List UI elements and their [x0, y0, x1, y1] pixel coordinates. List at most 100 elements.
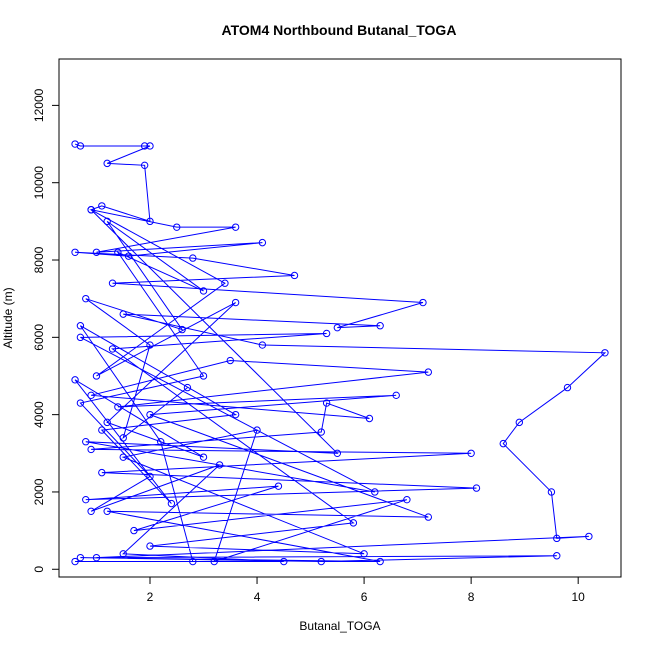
x-tick-label: 8 — [468, 590, 475, 604]
data-point — [199, 287, 208, 295]
data-point — [472, 484, 481, 492]
data-point — [290, 271, 299, 280]
data-point — [71, 376, 79, 384]
y-axis-label: Altitude (m) — [1, 287, 15, 348]
data-point — [119, 310, 127, 318]
data-point — [376, 322, 384, 330]
data-point — [365, 414, 374, 423]
data-point — [76, 142, 85, 150]
data-point — [114, 248, 122, 256]
data-point — [87, 507, 95, 515]
data-point — [210, 557, 218, 566]
data-point — [98, 202, 106, 210]
data-point — [98, 468, 106, 477]
data-point — [146, 142, 154, 150]
data-point — [146, 410, 154, 419]
data-point — [231, 410, 240, 419]
data-point — [231, 298, 240, 307]
data-point — [87, 206, 95, 214]
data-point — [146, 542, 154, 550]
y-tick-label: 12000 — [32, 88, 46, 122]
data-point — [360, 550, 368, 558]
data-point — [499, 439, 507, 448]
y-tick-label: 0 — [32, 566, 46, 573]
data-point — [253, 426, 261, 434]
data-point — [553, 534, 561, 543]
data-point — [585, 532, 593, 541]
data-point — [76, 399, 85, 407]
data-point — [231, 223, 240, 231]
data-point — [199, 453, 208, 461]
data-point — [76, 553, 85, 562]
data-point — [82, 438, 90, 446]
y-tick-label: 4000 — [32, 401, 46, 428]
data-point — [146, 341, 154, 349]
data-point — [376, 557, 384, 566]
data-point — [317, 557, 325, 566]
chart-title: ATOM4 Northbound Butanal_TOGA — [222, 22, 457, 38]
x-axis: 2 4 6 8 10 — [147, 576, 585, 604]
data-point — [226, 356, 234, 365]
data-point — [87, 391, 95, 400]
series-line — [74, 143, 607, 563]
data-point — [108, 279, 117, 287]
data-point — [140, 161, 149, 170]
data-point — [82, 294, 90, 303]
data-point — [221, 279, 229, 287]
data-point — [156, 438, 165, 446]
y-tick-label: 10000 — [32, 166, 46, 200]
data-point — [333, 323, 342, 332]
data-point — [424, 513, 433, 521]
data-point — [119, 550, 127, 558]
data-point — [403, 495, 411, 504]
data-point — [189, 254, 197, 262]
data-point — [103, 507, 111, 515]
data-point — [424, 368, 433, 376]
data-point — [98, 426, 106, 434]
data-point — [258, 341, 267, 349]
data-point — [71, 557, 79, 566]
data-point — [119, 434, 127, 442]
data-point — [146, 217, 154, 226]
data-point — [103, 217, 111, 226]
data-point — [183, 383, 192, 392]
data-point — [103, 159, 111, 168]
data-point — [103, 418, 111, 427]
data-point — [130, 526, 138, 535]
data-point — [108, 345, 117, 353]
plot-frame — [58, 58, 622, 578]
y-tick-label: 8000 — [32, 246, 46, 273]
data-point — [76, 333, 85, 342]
data-point — [274, 482, 283, 490]
data-point — [173, 223, 181, 231]
data-point — [258, 238, 267, 247]
data-point — [419, 298, 427, 307]
x-axis-label: Butanal_TOGA — [299, 619, 380, 633]
data-point — [92, 553, 101, 562]
data-point — [215, 461, 224, 469]
data-point — [547, 488, 556, 496]
x-tick-label: 4 — [254, 590, 261, 604]
data-point — [515, 418, 524, 427]
data-point — [140, 142, 149, 150]
data-point — [119, 453, 127, 461]
data-point — [317, 428, 325, 436]
y-tick-label: 6000 — [32, 324, 46, 351]
data-point — [322, 329, 331, 338]
data-point — [124, 252, 133, 260]
data-point — [601, 349, 609, 357]
data-point — [333, 449, 342, 457]
data-point — [553, 552, 561, 560]
data-point — [563, 383, 572, 392]
data-point — [199, 372, 208, 380]
data-point — [322, 399, 331, 407]
data-point — [92, 248, 101, 256]
y-tick-label: 2000 — [32, 478, 46, 505]
data-point — [349, 519, 358, 527]
data-point — [114, 403, 122, 411]
data-point — [371, 488, 379, 496]
x-tick-label: 6 — [361, 590, 368, 604]
data-point — [71, 248, 79, 256]
data-point — [76, 322, 85, 330]
